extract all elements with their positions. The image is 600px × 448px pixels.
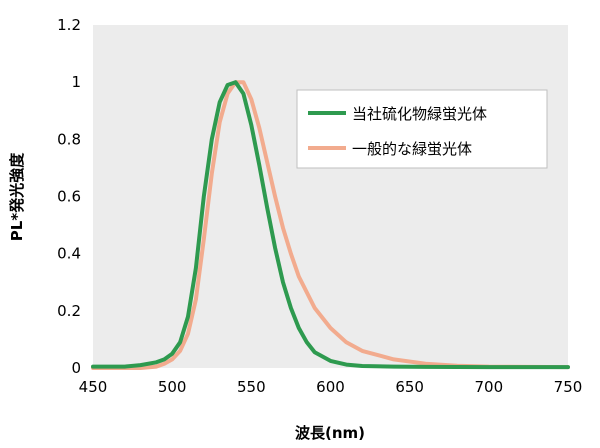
y-tick-label: 0 (71, 359, 81, 377)
x-tick-label: 500 (158, 378, 187, 396)
x-tick-label: 550 (237, 378, 266, 396)
x-axis-title: 波長(nm) (295, 424, 365, 442)
y-tick-label: 0.8 (57, 130, 81, 148)
x-tick-label: 650 (395, 378, 424, 396)
x-tick-label: 700 (475, 378, 504, 396)
legend-label-1: 当社硫化物緑蛍光体 (352, 105, 487, 123)
y-tick-label: 0.2 (57, 302, 81, 320)
legend-label-2: 一般的な緑蛍光体 (352, 140, 472, 158)
x-axis-ticks: 450 500 550 600 650 700 750 (79, 378, 583, 396)
legend-box (296, 89, 548, 169)
y-tick-label: 0.4 (57, 245, 81, 263)
series-line-1 (91, 80, 570, 370)
plot-area (93, 25, 568, 368)
y-tick-label: 1.2 (57, 16, 81, 34)
y-tick-label: 0.6 (57, 188, 81, 206)
legend: 当社硫化物緑蛍光体 一般的な緑蛍光体 (296, 89, 548, 169)
x-tick-label: 450 (79, 378, 108, 396)
y-tick-label: 1 (71, 73, 81, 91)
series-lines (91, 80, 570, 370)
series-line-2 (91, 80, 570, 370)
x-tick-label: 750 (554, 378, 583, 396)
x-tick-label: 600 (316, 378, 345, 396)
y-axis-title: PL*発光強度 (8, 152, 26, 241)
y-axis-ticks: 0 0.2 0.4 0.6 0.8 1 1.2 (57, 16, 81, 377)
